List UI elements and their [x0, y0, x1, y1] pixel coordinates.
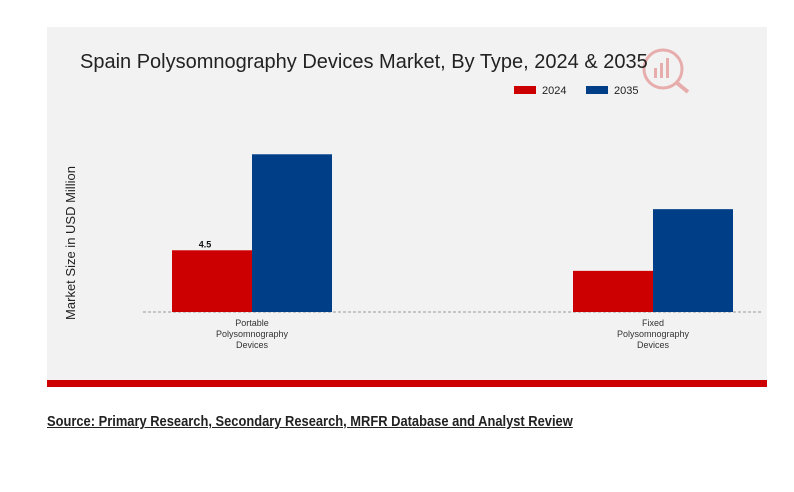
data-label-2024-portable: 4.5 — [199, 239, 212, 249]
legend-swatch-2024 — [514, 86, 536, 94]
x-tick-label-portable: Portable Polysomnography Devices — [216, 318, 289, 350]
bar-2035-fixed[interactable] — [653, 209, 733, 312]
legend-label-2024: 2024 — [542, 85, 566, 97]
bar-2024-portable[interactable] — [172, 250, 252, 312]
legend-item-2024[interactable]: 2024 — [514, 85, 566, 97]
bar-2024-fixed[interactable] — [573, 270, 653, 312]
bar-2035-portable[interactable] — [252, 154, 332, 312]
watermark-logo-icon — [642, 48, 690, 94]
legend-swatch-2035 — [586, 86, 608, 94]
legend-label-2035: 2035 — [614, 85, 638, 97]
y-axis-label: Market Size in USD Million — [63, 166, 78, 320]
legend-item-2035[interactable]: 2035 — [586, 85, 638, 97]
chart-panel — [47, 27, 767, 380]
chart-title: Spain Polysomnography Devices Market, By… — [80, 51, 648, 73]
x-tick-label-fixed: Fixed Polysomnography Devices — [617, 318, 690, 350]
source-note[interactable]: Source: Primary Research, Secondary Rese… — [47, 413, 573, 430]
legend: 2024 2035 — [514, 85, 638, 97]
accent-bar — [47, 380, 767, 387]
